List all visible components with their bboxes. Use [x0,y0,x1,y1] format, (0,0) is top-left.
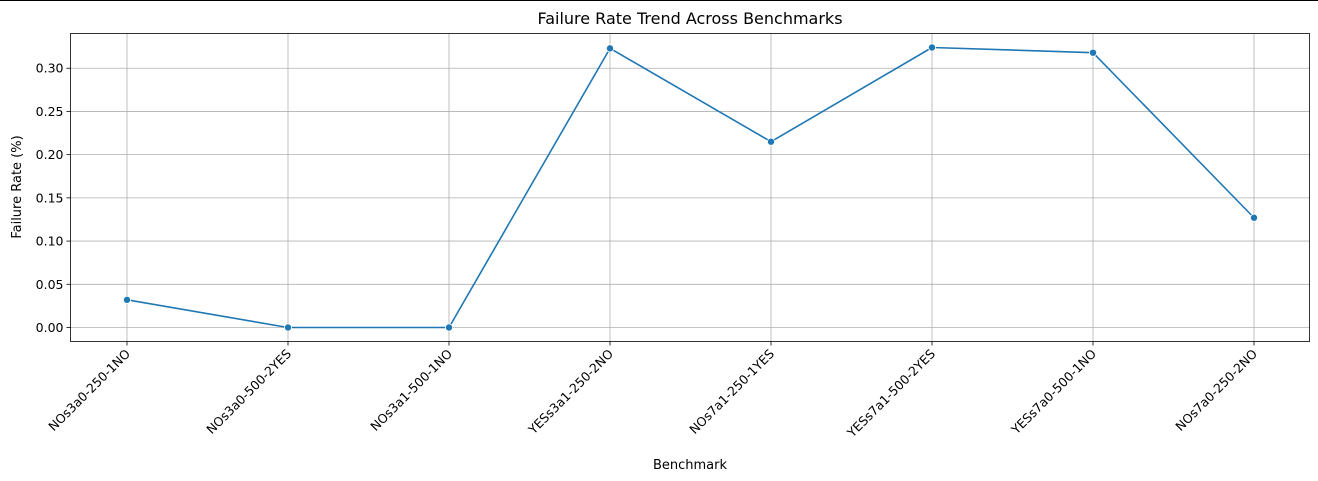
chart-title: Failure Rate Trend Across Benchmarks [537,9,842,28]
x-tick-label: YESs3a1-250-2NO [524,346,616,438]
y-tick-label: 0.05 [36,277,64,292]
data-point [1250,213,1259,222]
x-tick-label: NOs3a0-250-1NO [45,346,133,434]
x-tick-label: NOs3a1-500-1NO [367,346,455,434]
plot-area-frame [70,33,1310,342]
data-point [767,137,776,146]
data-point [1089,48,1098,57]
x-tick-label: NOs3a0-500-2YES [203,346,294,437]
y-tick-label: 0.10 [36,234,64,249]
grid-lines [70,33,1310,342]
y-axis-label: Failure Rate (%) [10,135,25,238]
series-failure-rate [123,43,1259,332]
data-point [283,323,292,332]
data-point [123,295,132,304]
x-tick-label: NOs7a0-250-2NO [1172,346,1260,434]
data-point [444,323,453,332]
data-point [928,43,937,52]
y-tick-label: 0.20 [36,147,64,162]
y-tick-label: 0.25 [36,104,64,119]
x-tick-label: YESs7a0-500-1NO [1007,346,1099,438]
top-border-rule [0,0,1318,1]
y-tick-label: 0.15 [36,190,64,205]
x-tick-label: NOs7a1-250-1YES [686,346,777,437]
y-tick-label: 0.00 [36,320,64,335]
axes: 0.00 0.05 0.10 0.15 0.20 0.25 0.30 NOs3a0-250-1… [36,61,1261,441]
data-point [606,44,615,53]
x-tick-label: YESs7a1-500-2YES [843,346,938,441]
x-axis-label: Benchmark [653,458,728,473]
series-line [126,46,1255,329]
y-tick-label: 0.30 [36,61,64,76]
